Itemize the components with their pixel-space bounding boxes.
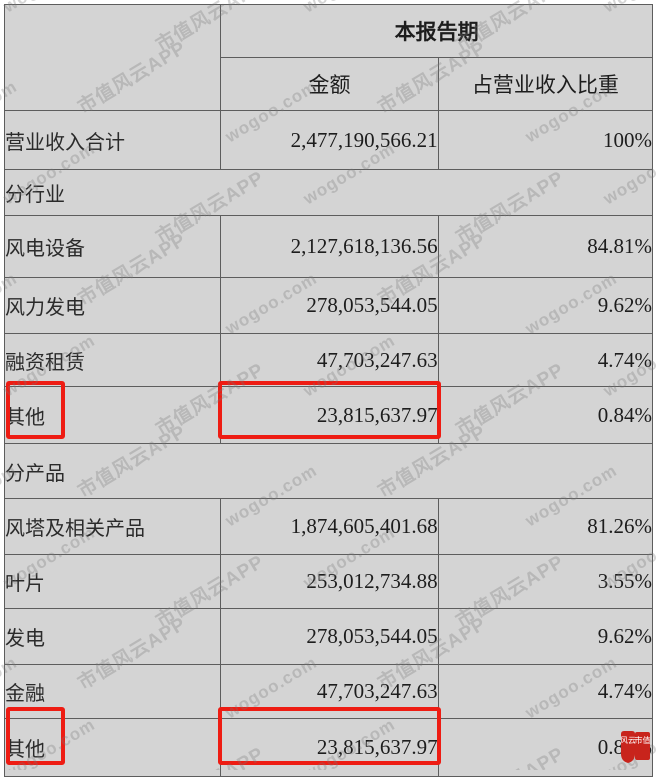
row-label: 金融 [3, 664, 222, 719]
header-corner-cell [3, 4, 222, 111]
table-row: 金融 47,703,247.63 4.74% [3, 664, 654, 719]
row-amount: 2,127,618,136.56 [220, 215, 439, 278]
row-amount: 47,703,247.63 [220, 664, 439, 719]
row-ratio: 84.81% [437, 215, 654, 278]
table-row: 叶片 253,012,734.88 3.55% [3, 554, 654, 609]
table-header-row-columns: 金额 占营业收入比重 [5, 57, 654, 111]
table-row-total: 营业收入合计 2,477,190,566.21 100% [3, 110, 654, 170]
row-amount-total: 2,477,190,566.21 [220, 110, 439, 170]
row-ratio: 0.84% [437, 386, 654, 444]
row-label-total: 营业收入合计 [3, 110, 222, 170]
row-label: 风塔及相关产品 [3, 498, 222, 555]
header-amount-label: 金额 [220, 57, 439, 111]
row-label: 融资租赁 [3, 333, 222, 387]
table-row: 风塔及相关产品 1,874,605,401.68 81.26% [3, 498, 654, 555]
row-label: 风电设备 [3, 215, 222, 278]
row-amount: 1,874,605,401.68 [220, 498, 439, 555]
row-label: 发电 [3, 608, 222, 665]
row-ratio: 81.26% [437, 498, 654, 555]
seal-text-right: 市值 [635, 735, 651, 745]
row-amount: 23,815,637.97 [220, 718, 439, 777]
row-amount: 23,815,637.97 [220, 386, 439, 444]
table-row: 风电设备 2,127,618,136.56 84.81% [3, 215, 654, 278]
row-ratio: 4.74% [437, 664, 654, 719]
row-ratio: 9.62% [437, 277, 654, 334]
section-title-industry: 分行业 [4, 169, 653, 216]
row-amount: 253,012,734.88 [220, 554, 439, 609]
table-row-highlighted: 其他 23,815,637.97 0.84% [3, 718, 654, 777]
row-label: 叶片 [3, 554, 222, 609]
header-period-label: 本报告期 [220, 4, 653, 58]
revenue-breakdown-table: 本报告期 金额 占营业收入比重 营业收入合计 2,477,190,566.21 … [3, 4, 654, 777]
row-label: 其他 [3, 718, 222, 777]
table-row: 风力发电 278,053,544.05 9.62% [3, 277, 654, 334]
row-amount: 278,053,544.05 [220, 277, 439, 334]
row-ratio: 9.62% [437, 608, 654, 665]
row-ratio-total: 100% [437, 110, 654, 170]
wogoo-seal-logo: 风云 市值 [620, 731, 651, 763]
section-title-product: 分产品 [4, 443, 653, 499]
header-ratio-label: 占营业收入比重 [437, 57, 654, 111]
seal-text-left: 风云 [620, 736, 636, 745]
section-header-row: 分行业 [4, 169, 653, 216]
row-label: 其他 [3, 386, 222, 444]
table-row-highlighted: 其他 23,815,637.97 0.84% [3, 386, 654, 444]
table-header-row-period: 本报告期 [3, 4, 653, 111]
row-amount: 278,053,544.05 [220, 608, 439, 665]
table-row: 融资租赁 47,703,247.63 4.74% [3, 333, 654, 387]
row-label: 风力发电 [3, 277, 222, 334]
row-ratio: 3.55% [437, 554, 654, 609]
row-amount: 47,703,247.63 [220, 333, 439, 387]
row-ratio: 4.74% [437, 333, 654, 387]
table-row: 发电 278,053,544.05 9.62% [3, 608, 654, 665]
section-header-row: 分产品 [4, 443, 653, 499]
